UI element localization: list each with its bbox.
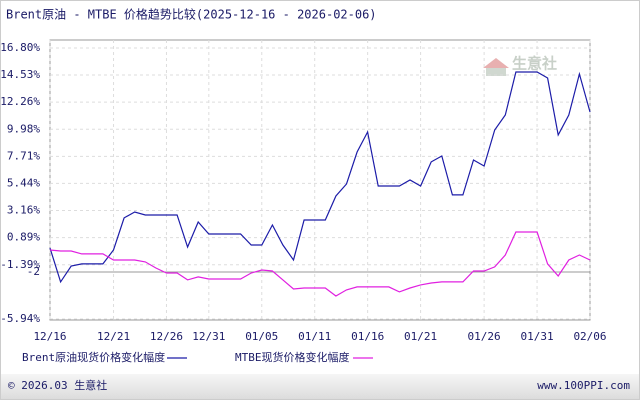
x-tick-label: 12/31 xyxy=(192,330,225,343)
watermark: 生意社 xyxy=(483,55,557,76)
y-tick-label: 9.98% xyxy=(7,122,40,135)
x-tick-label: 01/21 xyxy=(404,330,437,343)
x-tick-label: 01/11 xyxy=(298,330,331,343)
x-tick-label: 12/16 xyxy=(33,330,66,343)
logo-body xyxy=(486,68,506,76)
legend-label: Brent原油现货价格变化幅度 xyxy=(22,350,165,364)
legend-label: MTBE现货价格变化幅度 xyxy=(235,350,350,364)
series-line xyxy=(49,71,591,284)
y-tick-label: 0.89% xyxy=(7,231,40,244)
y-tick-label: 12.26% xyxy=(0,95,40,108)
x-tick-label: 01/16 xyxy=(351,330,384,343)
x-tick-label: 01/05 xyxy=(245,330,278,343)
x-tick-label: 01/26 xyxy=(468,330,501,343)
y-tick-label: 7.71% xyxy=(7,149,40,162)
y-tick-label: 3.16% xyxy=(7,204,40,217)
y-tick-label: 16.80% xyxy=(0,41,40,54)
x-tick-label: 12/21 xyxy=(97,330,130,343)
x-tick-label: 01/31 xyxy=(520,330,553,343)
x-tick-label: 12/26 xyxy=(150,330,183,343)
y-tick-label: -5.94% xyxy=(0,312,40,325)
series-line xyxy=(49,231,591,297)
x-tick-label: 02/06 xyxy=(573,330,606,343)
logo-roof xyxy=(483,58,509,68)
footer-left: © 2026.03 生意社 xyxy=(8,378,107,392)
watermark-text: 生意社 xyxy=(512,55,557,73)
y-tick-label: -2 xyxy=(27,265,40,278)
y-tick-label: -1.39% xyxy=(0,258,40,271)
chart-title: Brent原油 - MTBE 价格趋势比较(2025-12-16 - 2026-… xyxy=(6,7,377,22)
y-tick-label: 14.53% xyxy=(0,68,40,81)
footer-right: www.100PPI.com xyxy=(537,379,630,392)
y-tick-label: 5.44% xyxy=(7,176,40,189)
footer-band xyxy=(1,374,639,399)
